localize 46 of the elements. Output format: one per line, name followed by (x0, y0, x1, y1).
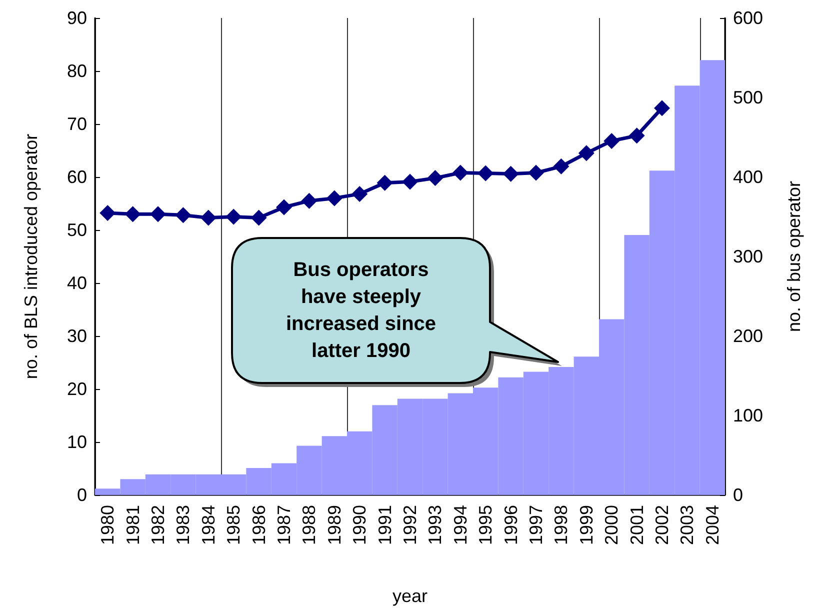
x-tick-label: 2000 (602, 505, 622, 546)
x-tick-label: 2002 (652, 505, 672, 546)
x-tick-label: 1991 (374, 505, 395, 546)
x-tick-label: 1986 (248, 505, 269, 546)
y2-tick-label: 500 (733, 88, 764, 108)
y-tick-label: 30 (66, 326, 87, 346)
y2-tick-label: 600 (733, 8, 764, 28)
y-tick-label: 60 (66, 167, 87, 187)
y-axis-title: no. of BLS introduced operator (21, 134, 41, 380)
y2-tick-label: 0 (733, 485, 744, 505)
x-tick-label: 1996 (500, 505, 521, 546)
y2-axis-title: no. of bus operator (784, 180, 804, 332)
y2-tick-label: 300 (733, 246, 764, 266)
x-tick-label: 2003 (677, 505, 698, 546)
x-tick-label: 1980 (98, 505, 118, 546)
y-tick-label: 10 (66, 432, 87, 452)
x-tick-label: 1988 (299, 505, 320, 546)
y2-tick-label: 200 (733, 326, 764, 346)
x-tick-label: 1981 (122, 505, 143, 546)
x-tick-label: 1999 (576, 505, 596, 546)
y-tick-label: 20 (66, 379, 87, 399)
x-tick-label: 1984 (198, 505, 218, 546)
x-tick-label: 1990 (350, 505, 370, 546)
x-tick-label: 1987 (274, 505, 294, 546)
y-tick-label: 90 (66, 8, 87, 28)
x-tick-label: 1993 (425, 505, 446, 546)
x-tick-label: 1983 (173, 505, 194, 546)
y-tick-label: 70 (66, 114, 87, 134)
x-axis-title: year (392, 586, 428, 606)
x-tick-label: 1998 (551, 505, 572, 546)
x-tick-label: 1997 (526, 505, 546, 546)
y-tick-label: 50 (66, 220, 87, 240)
x-tick-label: 1994 (450, 505, 470, 546)
x-tick-label: 1985 (224, 505, 244, 546)
x-tick-label: 2001 (626, 505, 647, 546)
x-tick-label: 1989 (324, 505, 344, 546)
y2-tick-label: 400 (733, 167, 764, 187)
y-tick-label: 80 (66, 61, 87, 81)
y-tick-label: 40 (66, 273, 87, 293)
annotation: Bus operators have steeply increased since latter 1990 (284, 258, 438, 364)
x-tick-label: 2004 (702, 505, 722, 546)
x-tick-label: 1995 (476, 505, 496, 546)
y-tick-label: 0 (76, 485, 87, 505)
x-tick-label: 1992 (400, 505, 420, 546)
y2-tick-label: 100 (733, 406, 764, 426)
x-tick-label: 1982 (148, 505, 168, 546)
